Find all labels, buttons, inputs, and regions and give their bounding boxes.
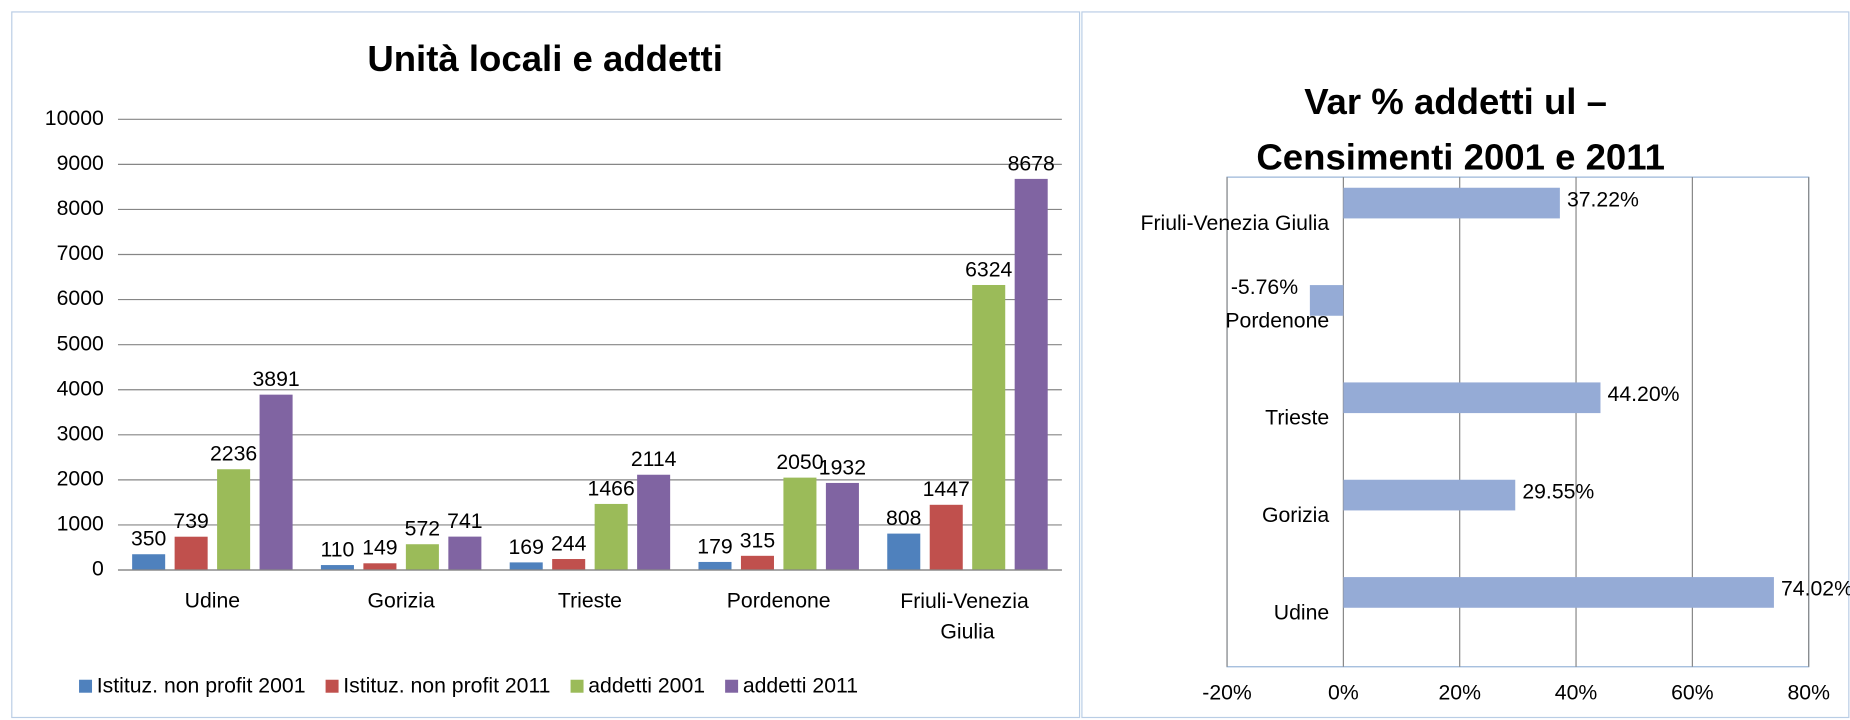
bar <box>1014 178 1048 571</box>
y-tick-label: Gorizia <box>1262 504 1329 527</box>
bar <box>509 562 543 571</box>
y-tick-label: 5000 <box>57 332 104 355</box>
data-label: 1932 <box>819 456 866 479</box>
data-label: 110 <box>321 539 355 562</box>
left-panel <box>11 11 1081 719</box>
bar <box>1343 577 1774 608</box>
y-tick-label: 6000 <box>57 287 104 310</box>
x-tick-label: Udine <box>185 589 240 612</box>
bar <box>552 559 586 571</box>
bar <box>637 474 671 571</box>
bar <box>217 469 251 571</box>
bar <box>929 504 963 571</box>
data-label: 315 <box>740 529 775 552</box>
y-tick-label: Pordenone <box>1225 309 1329 332</box>
bar <box>132 554 166 571</box>
bar <box>594 503 628 571</box>
bar <box>1343 479 1516 511</box>
data-label: 572 <box>405 518 440 541</box>
bar <box>363 563 397 571</box>
bar <box>972 284 1006 571</box>
data-label: -5.76% <box>1231 276 1298 299</box>
data-label: 2236 <box>210 443 257 466</box>
data-label: 8678 <box>1008 152 1055 175</box>
y-tick-label: Udine <box>1274 601 1329 624</box>
bar <box>740 555 774 571</box>
bar <box>174 536 208 571</box>
bar <box>887 533 921 571</box>
legend-swatch <box>570 679 584 693</box>
bar <box>259 394 293 571</box>
data-label: 741 <box>447 510 482 533</box>
data-label: 74.02% <box>1781 578 1850 601</box>
data-label: 169 <box>509 536 544 559</box>
data-label: 739 <box>173 510 208 533</box>
x-tick-label: Gorizia <box>368 589 435 612</box>
data-label: 2114 <box>631 448 677 471</box>
x-tick-label: -20% <box>1202 682 1252 705</box>
x-tick-label: Pordenone <box>727 589 831 612</box>
data-label: 350 <box>131 528 166 551</box>
legend-swatch <box>325 679 339 693</box>
bar <box>1343 382 1601 414</box>
data-label: 2050 <box>776 451 823 474</box>
y-tick-label: Trieste <box>1265 407 1329 430</box>
y-tick-label: 10000 <box>45 107 104 130</box>
bar <box>405 544 439 571</box>
y-tick-label: 2000 <box>57 467 104 490</box>
x-tick-label: 0% <box>1328 682 1359 705</box>
y-tick-label: Friuli-Venezia Giulia <box>1141 212 1330 235</box>
data-label: 1466 <box>588 477 635 500</box>
bar <box>783 477 817 571</box>
x-tick-label: Trieste <box>558 589 622 612</box>
y-tick-label: 3000 <box>57 422 104 445</box>
chart-title: Unità locali e addetti <box>367 38 723 79</box>
data-label: 149 <box>362 537 397 560</box>
bar <box>320 565 354 571</box>
legend-label: Istituz. non profit 2011 <box>343 674 550 697</box>
legend-label: addetti 2011 <box>743 674 858 697</box>
y-tick-label: 8000 <box>57 197 104 220</box>
legend-swatch <box>725 679 739 693</box>
data-label: 808 <box>886 507 921 530</box>
data-label: 37.22% <box>1567 188 1639 211</box>
y-tick-label: 9000 <box>57 152 104 175</box>
x-tick-label: 20% <box>1438 682 1481 705</box>
x-tick-label: 80% <box>1787 682 1830 705</box>
x-tick-label: 60% <box>1671 682 1714 705</box>
legend-label: addetti 2001 <box>588 674 705 697</box>
bar <box>448 536 482 571</box>
chart-title: Var % addetti ul – Censimenti 2001 e 201… <box>1256 81 1665 177</box>
data-label: 3891 <box>252 368 299 391</box>
bar <box>825 482 859 571</box>
bar <box>698 561 732 571</box>
data-label: 44.20% <box>1608 383 1680 406</box>
y-tick-label: 0 <box>92 558 104 581</box>
y-tick-label: 4000 <box>57 377 104 400</box>
bar <box>1309 285 1344 316</box>
data-label: 6324 <box>965 258 1012 281</box>
legend-swatch <box>79 679 93 693</box>
data-label: 1447 <box>923 478 970 501</box>
x-tick-label: Friuli-Venezia Giulia <box>900 589 1034 643</box>
y-tick-label: 1000 <box>57 513 104 536</box>
data-label: 244 <box>551 532 587 555</box>
data-label: 29.55% <box>1522 480 1594 503</box>
y-tick-label: 7000 <box>57 242 104 265</box>
legend-label: Istituz. non profit 2001 <box>97 674 306 697</box>
bar <box>1343 187 1560 219</box>
x-tick-label: 40% <box>1555 682 1598 705</box>
data-label: 179 <box>697 535 732 558</box>
